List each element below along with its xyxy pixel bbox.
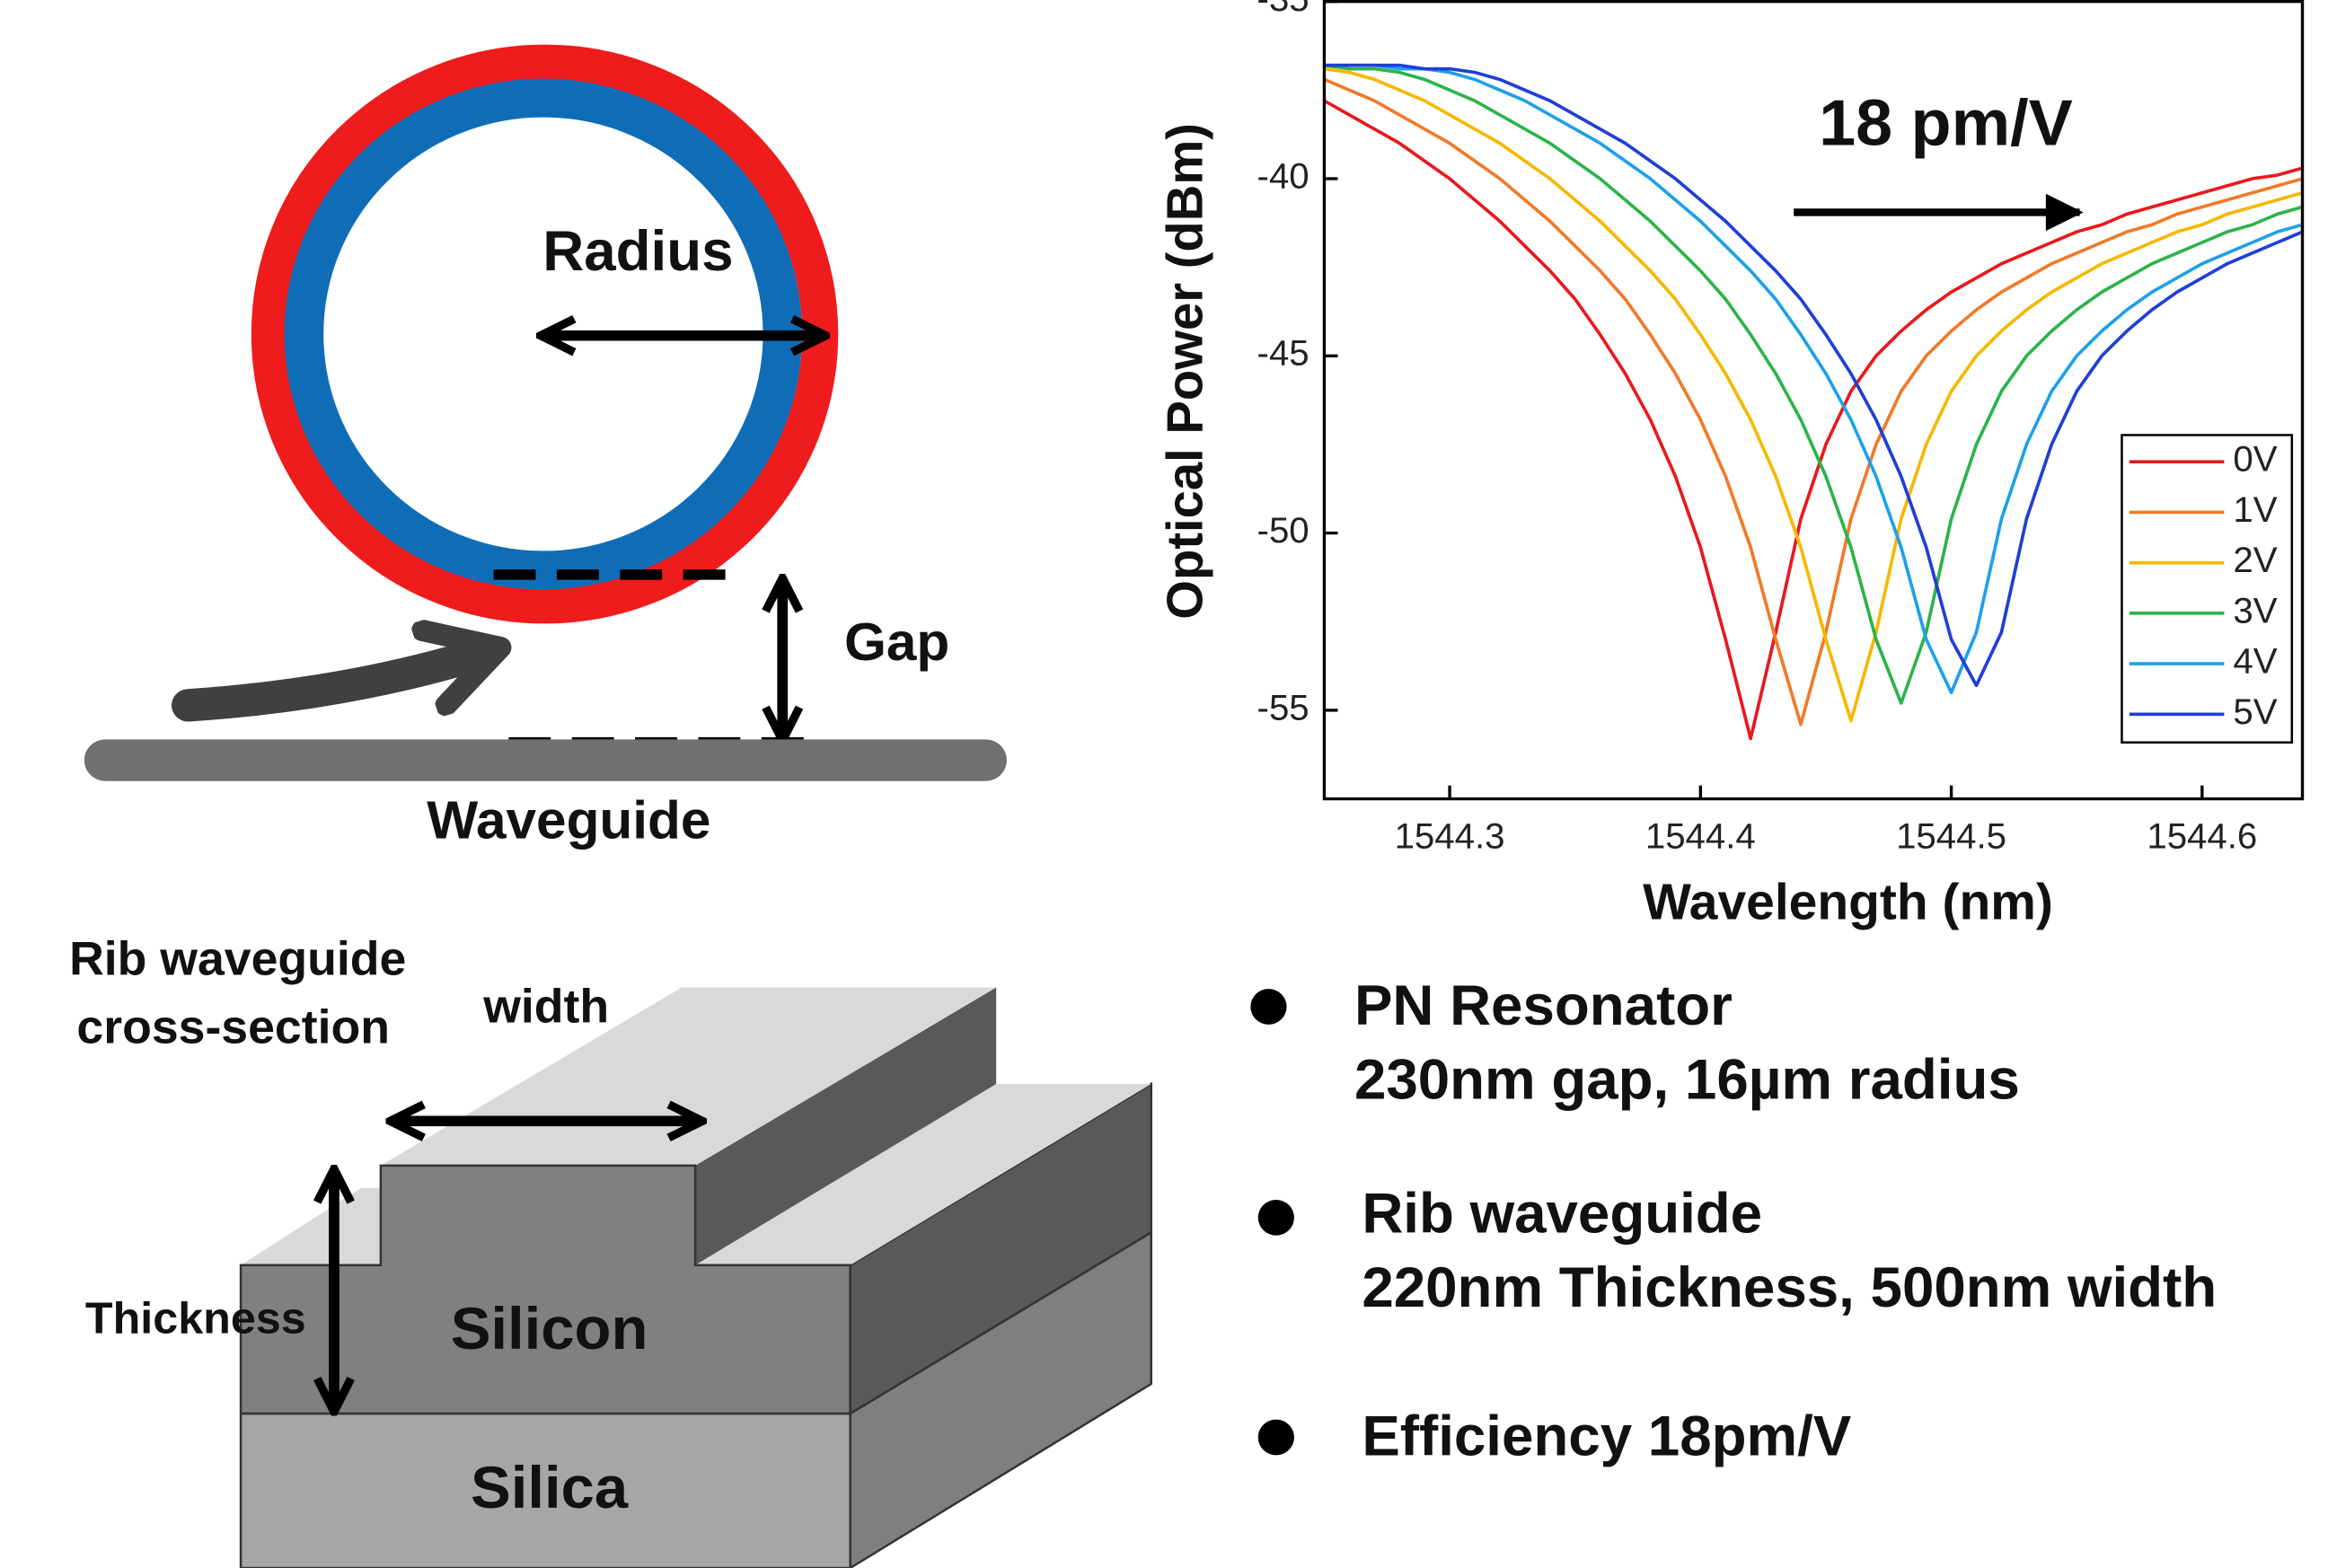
radius-label: Radius xyxy=(542,220,733,283)
legend-label: 4V xyxy=(2233,642,2278,682)
width-label: width xyxy=(482,981,609,1034)
bullet-dot xyxy=(1258,1200,1294,1236)
y-tick-label: -55 xyxy=(1257,689,1310,728)
legend-label: 3V xyxy=(2233,592,2278,631)
y-tick-label: -35 xyxy=(1257,0,1310,19)
bullet-dot xyxy=(1258,1420,1294,1456)
slab-top xyxy=(241,1188,381,1265)
bullet-detail: 220nm Thickness, 500nm width xyxy=(1362,1256,2217,1319)
x-tick-label: 1544.6 xyxy=(2147,817,2257,857)
bullet-title: Rib waveguide xyxy=(1362,1183,1762,1246)
y-tick-label: -45 xyxy=(1257,334,1310,374)
annotation: 18 pm/V xyxy=(1819,86,2073,159)
bullet-dot xyxy=(1250,989,1286,1025)
rib-title: cross-section xyxy=(76,1001,390,1054)
page: {"ring_diagram":{"radius_label":"Radius"… xyxy=(0,0,2328,1568)
thickness-label: Thickness xyxy=(85,1293,306,1343)
legend-label: 5V xyxy=(2233,692,2278,732)
chart: 18 pm/V Wavelength (nm) Optical Power (d… xyxy=(1156,0,2302,929)
bullet-list: PN Resonator 230nm gap, 16µm radius Rib … xyxy=(1250,974,2217,1467)
rib-diagram: Rib waveguide cross-section width Thickn… xyxy=(69,933,1151,1568)
rib-title: Rib waveguide xyxy=(69,933,406,986)
bullet-title: PN Resonator xyxy=(1354,974,1733,1037)
y-tick-label: -40 xyxy=(1257,157,1310,197)
x-tick-label: 1544.5 xyxy=(1896,817,2006,857)
light-arrow xyxy=(188,654,481,706)
legend-label: 2V xyxy=(2233,541,2278,580)
figure: Radius Gap Waveguide Rib waveguide cross… xyxy=(0,0,2328,1568)
bullet-detail: 230nm gap, 16µm radius xyxy=(1354,1049,2020,1112)
x-axis-title: Wavelength (nm) xyxy=(1643,874,2053,930)
x-tick-label: 1544.4 xyxy=(1645,817,1756,857)
x-tick-label: 1544.3 xyxy=(1395,817,1505,857)
y-tick-label: -50 xyxy=(1257,511,1310,551)
bullet-title: Efficiency 18pm/V xyxy=(1362,1405,1851,1468)
silica-label: Silica xyxy=(471,1456,629,1522)
y-axis-title: Optical Power (dBm) xyxy=(1156,123,1212,620)
waveguide-label: Waveguide xyxy=(427,790,710,850)
ring-diagram: Radius Gap Waveguide xyxy=(105,62,985,850)
silicon-label: Silicon xyxy=(451,1297,648,1363)
legend-label: 0V xyxy=(2233,440,2278,480)
legend-label: 1V xyxy=(2233,490,2278,530)
gap-label: Gap xyxy=(844,612,949,672)
